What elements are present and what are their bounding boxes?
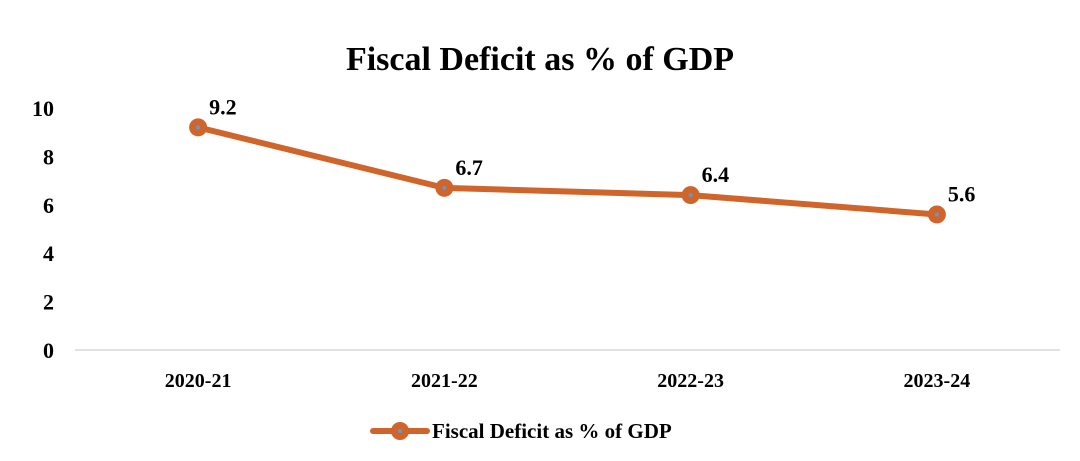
x-tick-label: 2023-24 (904, 370, 971, 392)
series-layer (189, 118, 946, 224)
y-axis-tick-labels: 0 2 4 6 8 10 (32, 96, 54, 363)
legend-marker-center (398, 429, 402, 433)
y-tick-label: 0 (43, 338, 54, 363)
legend-label: Fiscal Deficit as % of GDP (432, 419, 672, 443)
data-point-center (442, 185, 447, 190)
data-label: 5.6 (948, 181, 976, 206)
data-label: 6.7 (455, 155, 483, 180)
chart-title: Fiscal Deficit as % of GDP (346, 41, 734, 78)
data-label: 6.4 (702, 162, 730, 187)
y-tick-label: 8 (43, 144, 54, 169)
x-tick-label: 2020-21 (165, 370, 232, 392)
x-tick-label: 2021-22 (411, 370, 478, 392)
data-point-center (934, 212, 939, 217)
x-axis-tick-labels: 2020-21 2021-22 2022-23 2023-24 (165, 370, 970, 392)
data-labels: 9.2 6.7 6.4 5.6 (209, 94, 975, 206)
y-tick-label: 2 (43, 290, 54, 315)
legend: Fiscal Deficit as % of GDP (370, 419, 672, 443)
y-tick-label: 6 (43, 193, 54, 218)
data-point-center (196, 125, 201, 130)
x-tick-label: 2022-23 (657, 370, 724, 392)
data-label: 9.2 (209, 94, 237, 119)
data-point-center (688, 193, 693, 198)
series-line (195, 124, 940, 218)
y-tick-label: 4 (43, 241, 54, 266)
y-tick-label: 10 (32, 96, 54, 121)
